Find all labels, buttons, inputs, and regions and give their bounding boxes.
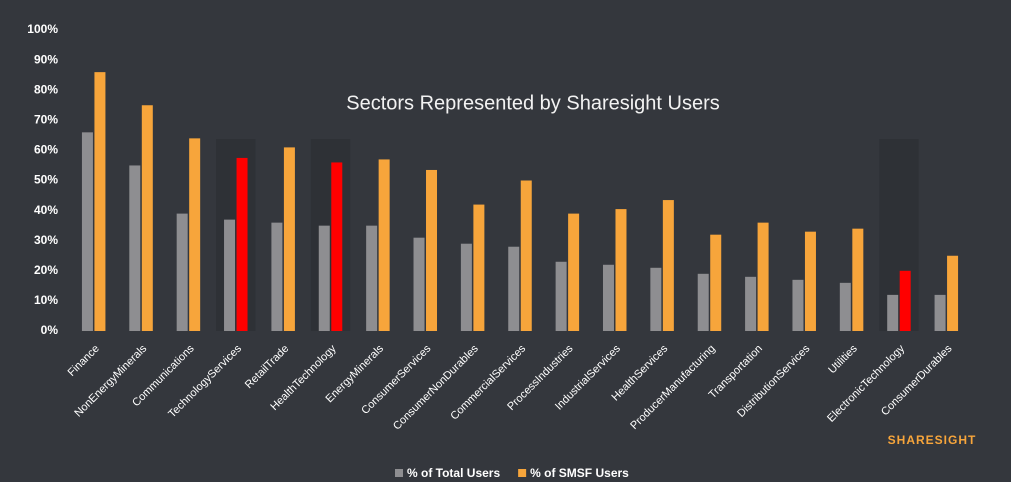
bar <box>792 279 804 331</box>
legend-swatch <box>518 469 527 477</box>
highlight-band <box>310 139 351 331</box>
bar <box>283 147 295 331</box>
bar <box>224 219 236 331</box>
x-tick-label: RetailTrade <box>243 343 291 391</box>
bar <box>555 261 567 331</box>
bar <box>129 165 141 331</box>
bar <box>81 132 93 331</box>
chart-title: Sectors Represented by Sharesight Users <box>346 92 720 114</box>
x-tick-label: Finance <box>66 343 102 379</box>
y-tick-label: 0% <box>41 323 59 337</box>
y-tick-label: 40% <box>34 203 58 217</box>
x-tick-label: ProducerManufacturing <box>628 343 717 432</box>
x-tick-label: ElectronicTechnology <box>825 342 907 424</box>
bar <box>271 222 283 331</box>
bar <box>473 204 485 331</box>
bar <box>460 243 472 331</box>
bar <box>839 282 851 331</box>
legend-swatch <box>395 469 403 477</box>
bar <box>852 228 864 331</box>
y-tick-label: 90% <box>34 52 58 66</box>
bar <box>899 270 911 331</box>
bar <box>650 267 662 331</box>
bar <box>947 255 959 331</box>
y-tick-label: 60% <box>34 143 58 157</box>
y-tick-label: 10% <box>34 293 58 307</box>
y-tick-label: 100% <box>27 22 58 36</box>
y-tick-label: 70% <box>34 112 58 126</box>
bar <box>331 162 343 331</box>
bar <box>366 225 378 331</box>
bar <box>757 222 769 331</box>
bar <box>520 180 532 331</box>
bar <box>318 225 330 331</box>
bar <box>602 264 614 331</box>
y-tick-label: 50% <box>34 173 58 187</box>
bar <box>568 213 580 331</box>
bar <box>176 213 188 331</box>
y-tick-label: 80% <box>34 82 58 96</box>
bar <box>236 157 248 331</box>
bar <box>804 231 816 331</box>
highlight-band <box>216 139 256 331</box>
brand-logo: SHARESIGHT <box>888 433 977 447</box>
bar <box>710 234 722 331</box>
bar <box>378 159 390 331</box>
bar <box>413 237 425 331</box>
x-tick-label: ConsumerNonDurables <box>391 342 481 432</box>
bar <box>508 246 520 331</box>
bar <box>887 294 899 331</box>
y-tick-label: 30% <box>34 233 58 247</box>
highlight-band <box>879 139 919 331</box>
bar <box>141 105 153 331</box>
bar <box>697 273 709 331</box>
bar <box>934 294 946 331</box>
legend-label: % of Total Users <box>407 466 500 480</box>
x-tick-label: Utilities <box>826 342 860 376</box>
bar <box>615 209 627 331</box>
bar <box>662 200 674 331</box>
bar <box>189 138 201 331</box>
legend-label: % of SMSF Users <box>530 466 629 480</box>
bar <box>94 72 106 331</box>
bar <box>426 169 438 331</box>
y-tick-label: 20% <box>34 263 58 277</box>
bar <box>745 276 757 331</box>
